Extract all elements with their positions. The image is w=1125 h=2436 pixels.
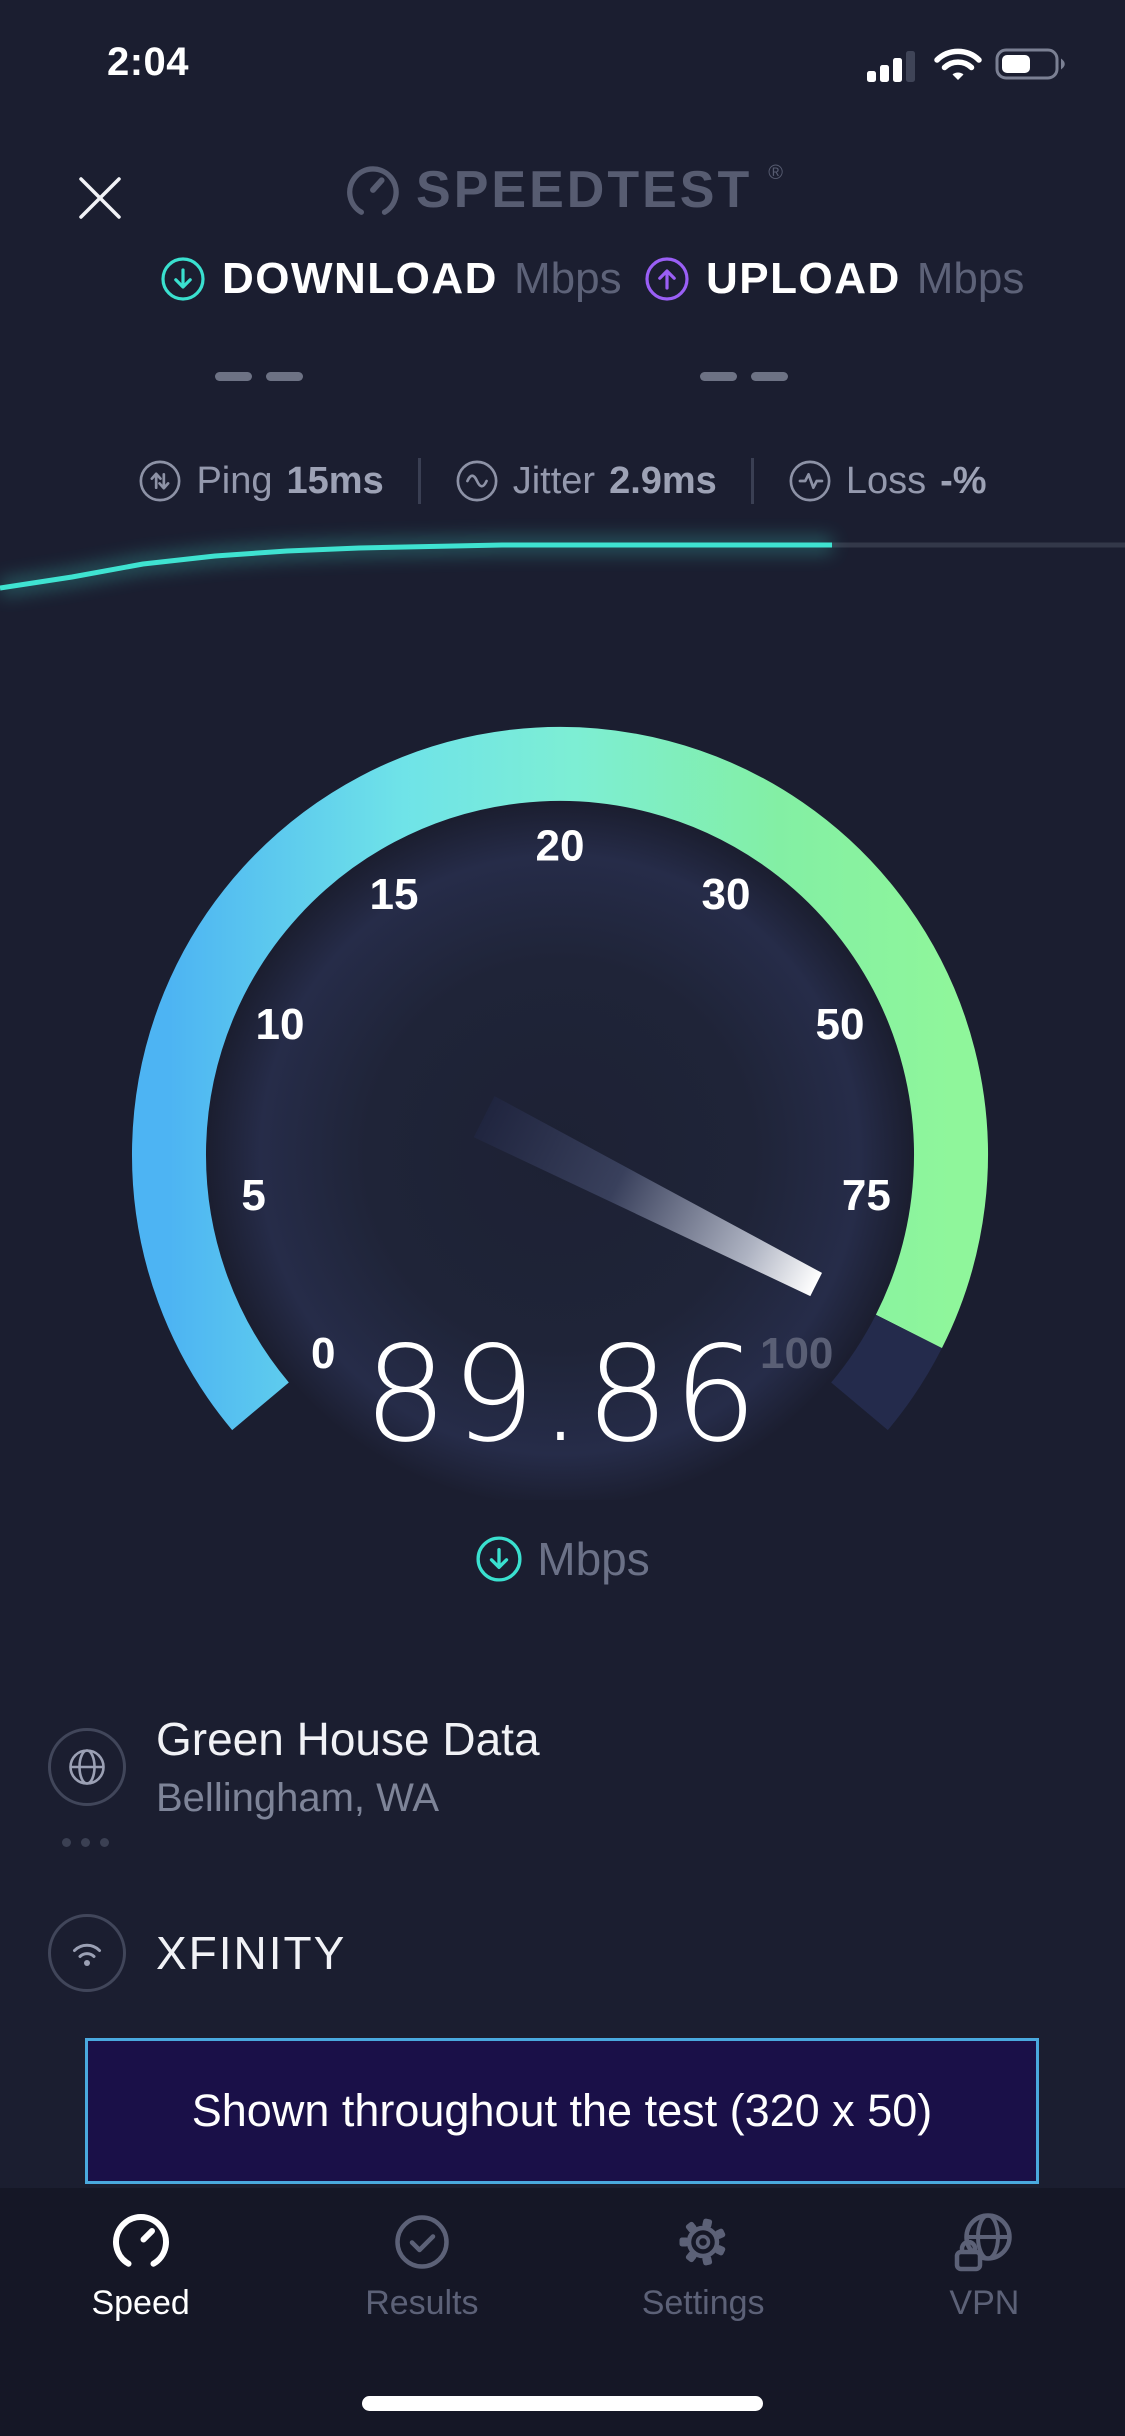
download-label: DOWNLOAD xyxy=(222,254,498,303)
download-arrow-icon xyxy=(160,256,206,302)
tab-label: Settings xyxy=(641,2284,765,2322)
gauge-unit-row: Mbps xyxy=(0,1532,1125,1586)
battery-icon xyxy=(995,46,1069,82)
wifi-connection-icon xyxy=(48,1914,126,1992)
jitter-icon xyxy=(455,459,499,503)
download-value-placeholder xyxy=(215,372,303,381)
logo-trademark: ® xyxy=(768,162,783,184)
loss-value: -% xyxy=(940,459,987,502)
close-icon xyxy=(74,172,126,224)
sparkline-line xyxy=(0,542,832,591)
tab-speed[interactable]: Speed xyxy=(0,2188,281,2436)
tab-bar: Speed Results Settings xyxy=(0,2188,1125,2436)
speedtest-logo: SPEEDTEST ® xyxy=(0,160,1125,220)
jitter-stat: Jitter 2.9ms xyxy=(455,459,717,503)
upload-arrow-icon xyxy=(644,256,690,302)
tab-label: Speed xyxy=(91,2284,190,2322)
stats-divider xyxy=(417,458,421,504)
ad-banner-text: Shown throughout the test (320 x 50) xyxy=(191,2085,933,2136)
speedometer-icon xyxy=(108,2208,174,2274)
loss-label: Loss xyxy=(845,459,927,502)
gauge-tick-label: 75 xyxy=(842,1171,891,1220)
status-time: 2:04 xyxy=(106,40,190,84)
gauge-tick-label: 10 xyxy=(256,1000,305,1049)
isp-info-row: XFINITY xyxy=(48,1914,346,1992)
tab-vpn[interactable]: VPN xyxy=(844,2188,1125,2436)
close-button[interactable] xyxy=(70,168,130,228)
jitter-value: 2.9ms xyxy=(609,459,717,502)
ping-label: Ping xyxy=(196,459,273,502)
home-indicator[interactable] xyxy=(362,2396,763,2411)
upload-label: UPLOAD xyxy=(706,254,901,303)
logo-text: SPEEDTEST xyxy=(416,161,753,219)
download-metric-header: DOWNLOAD Mbps xyxy=(160,254,622,304)
download-unit: Mbps xyxy=(513,254,622,303)
server-location: Bellingham, WA xyxy=(156,1776,440,1820)
tab-results[interactable]: Results xyxy=(281,2188,562,2436)
gauge-needle xyxy=(473,1096,822,1297)
tab-label: Results xyxy=(365,2284,479,2322)
isp-name: XFINITY xyxy=(156,1927,347,1979)
ad-banner[interactable]: Shown throughout the test (320 x 50) xyxy=(85,2038,1039,2184)
ping-value: 15ms xyxy=(286,459,384,502)
cell-signal-icon xyxy=(867,46,921,82)
tab-settings[interactable]: Settings xyxy=(563,2188,844,2436)
gauge-tick-label: 5 xyxy=(241,1171,265,1220)
upload-metric-header: UPLOAD Mbps xyxy=(644,254,1024,304)
gauge-tick-label: 30 xyxy=(702,870,751,919)
jitter-label: Jitter xyxy=(512,459,596,502)
gauge-unit-label: Mbps xyxy=(537,1533,650,1585)
status-icons xyxy=(867,46,1069,82)
gear-icon xyxy=(670,2208,736,2274)
speedtest-gauge-glyph-icon xyxy=(342,161,400,219)
gauge-tick-label: 15 xyxy=(370,870,419,919)
server-info-row[interactable]: Green House Data Bellingham, WA xyxy=(48,1712,540,1821)
gauge-tick-label: 50 xyxy=(816,1000,865,1049)
loss-icon xyxy=(788,459,832,503)
stats-divider xyxy=(750,458,754,504)
upload-unit: Mbps xyxy=(916,254,1025,303)
download-arrow-icon xyxy=(475,1535,523,1583)
gauge-value: 89.86 xyxy=(363,1318,762,1472)
latency-stats-row: Ping 15ms Jitter 2.9ms Loss -% xyxy=(0,458,1125,504)
tab-label: VPN xyxy=(949,2284,1020,2322)
results-check-icon xyxy=(389,2208,455,2274)
gauge-arc-filled xyxy=(132,726,988,1431)
wifi-icon xyxy=(933,46,983,82)
vpn-globe-lock-icon xyxy=(951,2208,1017,2274)
ping-stat: Ping 15ms xyxy=(138,459,384,503)
loss-stat: Loss -% xyxy=(788,459,987,503)
server-options-ellipsis[interactable] xyxy=(62,1838,109,1847)
ping-icon xyxy=(138,459,182,503)
globe-icon xyxy=(48,1727,126,1806)
upload-value-placeholder xyxy=(700,372,788,381)
gauge-tick-label: 20 xyxy=(536,822,585,871)
server-name: Green House Data xyxy=(156,1713,540,1765)
